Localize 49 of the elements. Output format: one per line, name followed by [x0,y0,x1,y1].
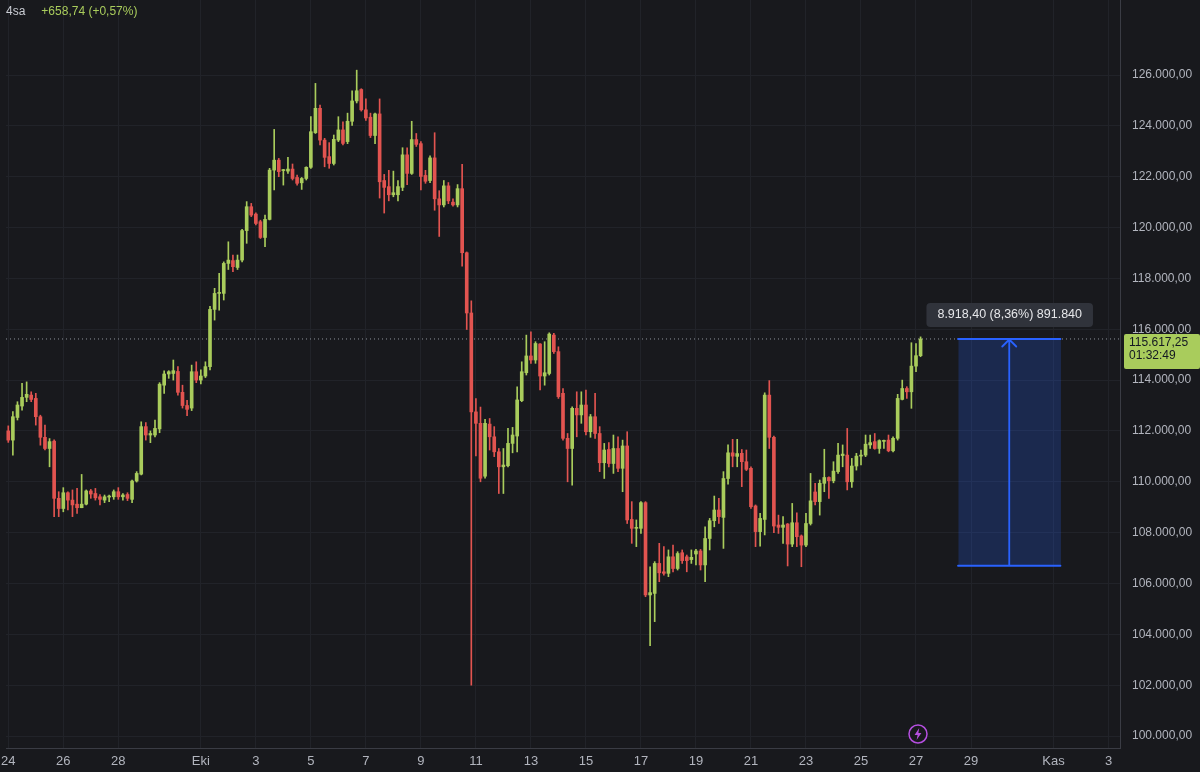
y-tick-label: 116.000,00 [1132,321,1192,336]
y-tick-label: 114.000,00 [1132,372,1192,387]
y-tick-label: 104.000,00 [1132,626,1193,641]
y-tick-label: 118.000,00 [1132,270,1192,285]
x-tick-label: 15 [578,753,594,769]
y-tick-label: 110.000,00 [1132,474,1192,489]
candlestick [574,391,579,438]
x-tick-label: 21 [743,753,759,769]
x-tick-label: 29 [963,753,979,769]
candlestick [272,129,277,191]
x-tick-label: 3 [1104,753,1113,769]
x-tick-label: 9 [417,753,425,769]
x-tick-label: 23 [798,753,814,769]
y-tick-label: 126.000,00 [1132,67,1193,82]
x-tick-label: 25 [853,753,869,769]
x-tick-label: 24 [1,753,16,769]
x-tick-label: 27 [908,753,924,769]
text: 01:32:49 [1129,348,1177,363]
band-label: 8.918,40 (8,36%) 891.840 [937,307,1083,322]
candlestick [529,331,533,364]
ref-line-label: 115.617,25 [1129,335,1189,350]
y-tick-label: 122.000,00 [1132,169,1193,184]
candlestick [739,449,744,487]
candlestick [781,516,785,544]
x-tick-label: 19 [688,753,704,769]
y-tick-label: 106.000,00 [1132,575,1193,590]
x-tick-label: Eki [191,753,210,769]
chart-title: 4sa [6,3,26,19]
candlestick [75,488,79,514]
candlestick [171,359,176,381]
x-tick-label: 26 [56,753,71,769]
x-tick-label: Kas [1042,753,1066,769]
x-tick-label: 7 [362,753,370,769]
y-tick-label: 120.000,00 [1132,219,1193,234]
candlestick [735,439,740,468]
candlestick [827,476,831,499]
y-tick-label: 112.000,00 [1132,423,1192,438]
x-tick-label: 17 [633,753,649,769]
x-tick-label: 13 [523,753,539,769]
chart-subtitle: +658,74 (+0,57%) [41,3,138,19]
x-tick-label: 11 [469,753,483,769]
y-tick-label: 102.000,00 [1132,677,1193,692]
x-tick-label: 5 [307,753,315,769]
y-tick-label: 108.000,00 [1132,524,1193,539]
y-tick-label: 124.000,00 [1132,118,1193,133]
x-tick-label: 3 [252,753,260,769]
candlestick [451,198,455,207]
y-tick-label: 100.000,00 [1132,728,1193,743]
x-tick-label: 28 [111,753,126,769]
